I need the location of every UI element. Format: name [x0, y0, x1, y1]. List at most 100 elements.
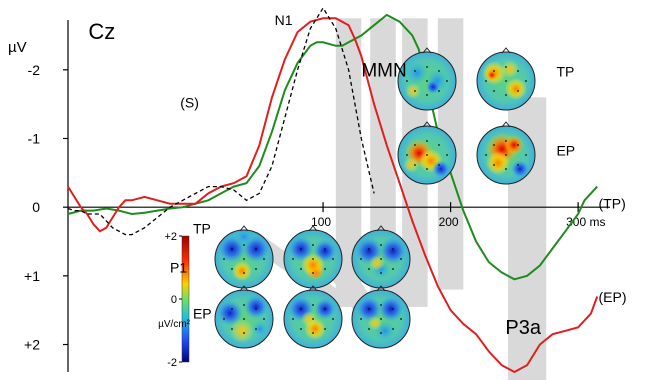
x-tick-label: 100: [311, 215, 331, 229]
topo-outline: [476, 125, 536, 185]
axes: -2 -1 0 +1 +2 µV 100 200 300 ms: [8, 20, 610, 372]
topo-blob: [501, 60, 519, 78]
topo-outline: [283, 229, 343, 289]
series-line-3: [67, 6, 375, 236]
electrode-dot: [414, 90, 416, 92]
electrode-dot: [360, 318, 362, 320]
topo-blob: [230, 319, 254, 343]
electrode-dot: [368, 308, 370, 310]
topo-outline: [397, 51, 457, 111]
annotation-label: P3a: [505, 317, 541, 339]
electrode-dot: [243, 244, 245, 246]
topo-blob: [378, 296, 404, 322]
electrode-dot: [263, 318, 265, 320]
electrode-dot: [400, 318, 402, 320]
topo-field: [398, 126, 456, 184]
topo-blob: [405, 61, 429, 85]
electrode-dot: [517, 70, 519, 72]
topo-blob: [486, 151, 510, 175]
electrode-dot: [300, 308, 302, 310]
x-tick-label: 300 ms: [566, 215, 605, 229]
electrode-dot: [438, 70, 440, 72]
electrode-dot: [312, 318, 314, 320]
topo-tp-window2: [283, 225, 343, 289]
colorbar-unit-label: µV/cm²: [158, 319, 191, 330]
y-tick-label: -1: [28, 130, 41, 146]
annotation-label: EP: [193, 305, 212, 321]
series-line-1: [67, 13, 598, 281]
topo-tp-p3a: [476, 47, 536, 111]
topo-blob: [244, 295, 268, 319]
topo-blob: [301, 311, 317, 327]
topo-blob: [504, 135, 524, 155]
electrode-dot: [292, 318, 294, 320]
topo-blob: [486, 69, 498, 81]
electrode-dot: [312, 244, 314, 246]
y-tick-label: +2: [24, 337, 40, 353]
topo-ep-window2: [283, 285, 343, 349]
electrode-dot: [485, 80, 487, 82]
topo-outline: [351, 229, 411, 289]
y-tick-label: 0: [32, 199, 40, 215]
topo-blob: [511, 160, 529, 178]
electrode-dot: [243, 272, 245, 274]
waveforms: [67, 6, 599, 374]
annotation-label: (S): [180, 95, 199, 111]
topo-tp-window3: [351, 225, 411, 289]
electrode-dot: [368, 328, 370, 330]
topo-outline: [283, 289, 343, 349]
electrode-dot: [312, 272, 314, 274]
colorbar: +2 0 -2 µV/cm²: [158, 231, 191, 369]
electrode-dot: [300, 328, 302, 330]
electrode-dot: [505, 140, 507, 142]
electrode-dot: [485, 154, 487, 156]
electrode-dot: [380, 318, 382, 320]
topo-outline: [214, 289, 274, 349]
electrode-dot: [392, 328, 394, 330]
electrode-dot: [255, 248, 257, 250]
colorbar-gradient: [181, 235, 190, 363]
electrode-dot: [243, 304, 245, 306]
topo-blob: [369, 255, 385, 271]
electrode-dot: [231, 248, 233, 250]
electrode-dot: [426, 168, 428, 170]
annotation-label: TP: [193, 220, 211, 236]
topo-nose: [376, 225, 386, 232]
electrode-dot: [493, 164, 495, 166]
electrode-dot: [243, 332, 245, 334]
topo-blob: [252, 321, 268, 337]
electrode-dot: [493, 90, 495, 92]
electrode-dot: [300, 268, 302, 270]
electrode-dot: [263, 258, 265, 260]
topo-nose: [501, 47, 511, 54]
electrode-dot: [426, 154, 428, 156]
topo-blob: [234, 230, 254, 247]
topo-outline: [476, 51, 536, 111]
topo-ep-window1: [214, 285, 274, 349]
electrode-dot: [505, 168, 507, 170]
annotation-label: EP: [556, 143, 575, 159]
electrode-dot: [368, 248, 370, 250]
annotations: Cz N1 (S) P1 MMN P3a TP EP TP EP (TP) (EP): [88, 12, 626, 339]
electrode-dot: [438, 164, 440, 166]
electrode-dot: [255, 328, 257, 330]
electrode-dot: [406, 154, 408, 156]
electrode-dot: [438, 144, 440, 146]
topo-blob: [426, 80, 440, 94]
electrode-dot: [446, 154, 448, 156]
annotation-label: N1: [275, 12, 293, 28]
annotation-label: TP: [556, 64, 574, 80]
electrode-dot: [243, 318, 245, 320]
electrode-dot: [414, 144, 416, 146]
topo-tp-window1: [214, 225, 274, 289]
topo-outline: [214, 229, 274, 289]
electrode-dot: [406, 80, 408, 82]
topo-ep-window4: [397, 121, 457, 185]
electrode-dot: [493, 70, 495, 72]
electrode-dot: [312, 332, 314, 334]
electrode-dot: [324, 248, 326, 250]
electrode-dot: [426, 66, 428, 68]
electrode-dot: [368, 268, 370, 270]
electrode-dot: [525, 80, 527, 82]
